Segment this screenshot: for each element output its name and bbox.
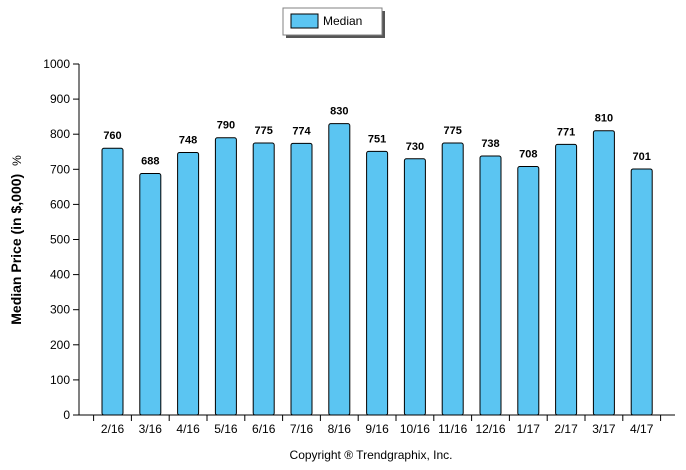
x-tick-label: 4/16 bbox=[176, 422, 200, 436]
x-tick-label: 5/16 bbox=[214, 422, 238, 436]
data-label: 771 bbox=[557, 126, 575, 138]
bar-11/16 bbox=[441, 142, 464, 416]
x-axis-ticks: 2/16 3/16 4/16 5/16 6/16 7/16 8/16 9/16 10/16 11/… bbox=[93, 415, 662, 436]
y-tick-label: 300 bbox=[50, 303, 70, 317]
data-label: 708 bbox=[519, 148, 537, 160]
y-tick-label: 900 bbox=[50, 92, 70, 106]
data-label: 810 bbox=[595, 113, 613, 125]
bars: 760 688 748 790 775 774 830 751 730 775 738 708 771 8… bbox=[101, 106, 653, 416]
bar-12/16 bbox=[479, 155, 502, 416]
bar-3/16 bbox=[139, 173, 162, 416]
data-label: 701 bbox=[633, 151, 651, 163]
y-tick-label: 400 bbox=[50, 268, 70, 282]
y-tick-label: 600 bbox=[50, 197, 70, 211]
bar-2/17 bbox=[555, 143, 578, 416]
bar-4/16 bbox=[177, 151, 200, 416]
bar-7/16 bbox=[290, 142, 313, 416]
legend-swatch bbox=[290, 13, 319, 29]
bar-10/16 bbox=[403, 158, 426, 416]
data-label: 730 bbox=[406, 141, 424, 153]
bar-4/17 bbox=[630, 168, 653, 416]
y-axis-ticks: 0 100 200 300 400 500 600 700 800 900 1000 bbox=[43, 57, 79, 422]
data-label: 760 bbox=[103, 130, 121, 142]
y-axis-label: Median Price (in $,000) bbox=[8, 174, 24, 325]
y-tick-label: 200 bbox=[50, 338, 70, 352]
y-tick-label: 800 bbox=[50, 127, 70, 141]
data-label: 774 bbox=[292, 125, 311, 137]
x-tick-label: 12/16 bbox=[475, 422, 505, 436]
x-tick-label: 6/16 bbox=[252, 422, 276, 436]
y-tick-label: 700 bbox=[50, 162, 70, 176]
y-axis-title: Median Price (in $,000) % bbox=[8, 155, 24, 325]
x-tick-label: 10/16 bbox=[400, 422, 430, 436]
copyright-text: Copyright ® Trendgraphix, Inc. bbox=[290, 448, 453, 462]
data-label: 775 bbox=[255, 125, 273, 137]
data-label: 830 bbox=[330, 106, 348, 118]
svg-text:Median Price (in $,000): Median Price (in $,000) % bbox=[8, 155, 24, 325]
data-label: 748 bbox=[179, 134, 197, 146]
data-label: 738 bbox=[481, 138, 499, 150]
x-tick-label: 3/16 bbox=[139, 422, 163, 436]
bar-8/16 bbox=[328, 123, 351, 416]
x-tick-label: 2/16 bbox=[101, 422, 125, 436]
bar-5/16 bbox=[214, 137, 237, 416]
x-tick-label: 9/16 bbox=[365, 422, 389, 436]
x-tick-label: 1/17 bbox=[517, 422, 541, 436]
x-tick-label: 11/16 bbox=[438, 422, 467, 436]
y-tick-label: 500 bbox=[50, 233, 70, 247]
bar-6/16 bbox=[252, 142, 275, 416]
data-label: 751 bbox=[368, 133, 386, 145]
y-tick-label: 100 bbox=[50, 373, 70, 387]
x-tick-label: 8/16 bbox=[328, 422, 352, 436]
legend: Median bbox=[282, 7, 385, 38]
legend-label: Median bbox=[323, 14, 362, 28]
x-tick-label: 2/17 bbox=[554, 422, 578, 436]
y-tick-label: 0 bbox=[63, 408, 70, 422]
data-label: 688 bbox=[141, 156, 159, 168]
x-tick-label: 4/17 bbox=[630, 422, 654, 436]
x-tick-label: 3/17 bbox=[592, 422, 616, 436]
bar-1/17 bbox=[517, 165, 540, 416]
bar-3/17 bbox=[592, 130, 615, 416]
bar-2/16 bbox=[101, 147, 124, 416]
data-label: 775 bbox=[444, 125, 462, 137]
y-tick-label: 1000 bbox=[43, 57, 70, 71]
x-tick-label: 7/16 bbox=[290, 422, 314, 436]
y-axis-suffix: % bbox=[10, 155, 24, 166]
data-label: 790 bbox=[217, 120, 235, 132]
bar-9/16 bbox=[366, 150, 389, 416]
